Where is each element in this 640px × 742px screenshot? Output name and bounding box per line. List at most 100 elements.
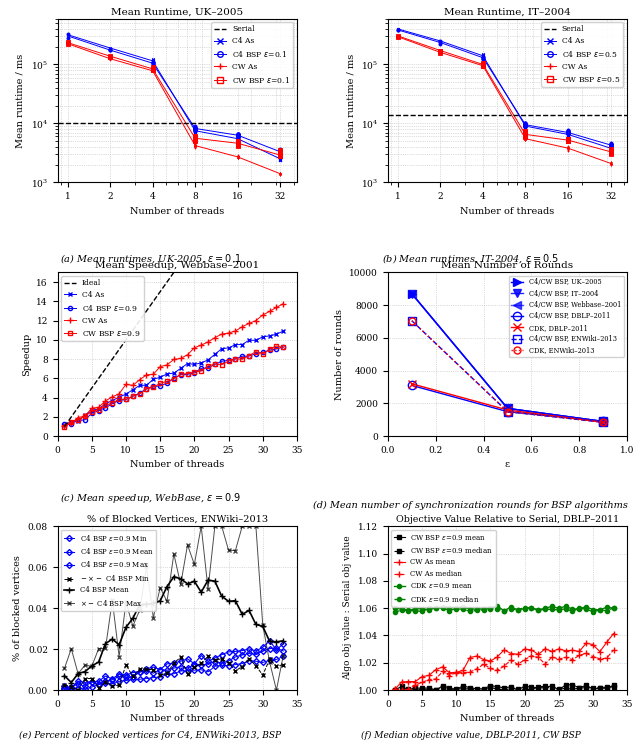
CW BSP $\epsilon$=0.9 [143,384,150,393]
C4 As [225,344,232,352]
Point [232,137,243,149]
C4 BSP $\epsilon$=0.9 Mean [88,677,95,686]
Title: Mean Speedup, Webbase–2001: Mean Speedup, Webbase–2001 [95,261,259,270]
Point [232,133,243,145]
Line: CW BSP $\epsilon$=0.9: CW BSP $\epsilon$=0.9 [62,344,285,430]
CW BSP $\epsilon$=0.9 mean [466,683,474,692]
CDK $\epsilon$=0.9 median [473,606,481,615]
C4 BSP $\epsilon$=0.9 [273,344,280,353]
Point [520,128,531,140]
C4 BSP Mean [280,637,287,646]
CW As [67,418,75,427]
Point [232,152,243,164]
Point [232,139,243,151]
Point [232,137,243,149]
Point [563,144,573,156]
CDK $\epsilon$=0.9 median [521,603,529,612]
C4 BSP $\epsilon$=0.9 Mean [238,651,246,660]
C4 BSP $\epsilon$=0.9 Max [108,674,116,683]
CW BSP $\epsilon$=0.9 median [562,684,570,693]
C4 BSP $\epsilon$=0.9 [184,370,191,379]
Point [563,129,573,141]
C4 BSP Mean [136,600,143,609]
Point [232,152,243,164]
Point [232,152,243,164]
Point [563,141,573,153]
C4 As [245,336,253,345]
C4 BSP Mean [67,678,75,687]
Point [148,65,158,76]
C4 BSP $\epsilon$=0.9 [102,404,109,413]
Point [105,45,115,56]
Point [520,119,531,131]
CDK $\epsilon$=0.9 median [541,605,549,614]
X-axis label: Number of threads: Number of threads [130,461,225,470]
Point [190,122,200,134]
Line: CW BSP $\epsilon$=0.9 median: CW BSP $\epsilon$=0.9 median [392,684,616,692]
Point [605,139,616,151]
C4 BSP $\epsilon$=0.9 Min [184,666,191,675]
C4/CW BSP, DBLP–2011 [600,417,607,426]
Point [605,158,616,170]
CDK $\epsilon$=0.9 median [603,606,611,615]
CW BSP $\epsilon$=0.9 [238,355,246,364]
Point [393,30,403,42]
CW BSP $\epsilon$=0.9 [232,355,239,364]
Ideal [143,306,150,315]
Point [190,125,200,137]
CW BSP $\epsilon$=0.9 mean [418,684,426,693]
$\times-$ C4 BSP Max [156,583,164,592]
Y-axis label: Mean runtime / ms: Mean runtime / ms [16,53,25,148]
CDK $\epsilon$=0.9 median [404,606,412,615]
Point [393,24,403,36]
CW As mean [569,646,577,654]
CDK $\epsilon$=0.9 mean [541,604,549,613]
Point [520,117,531,129]
CDK $\epsilon$=0.9 median [397,605,405,614]
Point [275,152,285,164]
Point [520,133,531,145]
Point [520,133,531,145]
C4 BSP $\epsilon$=0.9 Mean [211,657,219,666]
Point [190,131,200,143]
Point [605,157,616,169]
Point [275,148,285,160]
Point [520,119,531,131]
Point [232,151,243,162]
Point [605,145,616,157]
CW BSP $\epsilon$=0.9 median [480,686,488,695]
$-\times-$ C4 BSP Min [266,655,273,664]
Point [605,139,616,151]
CDK $\epsilon$=0.9 mean [432,603,440,612]
C4 BSP $\epsilon$=0.9 Mean [95,680,102,689]
Point [190,137,200,149]
C4/CW BSP, Webbase–2001 [600,417,607,426]
CW BSP $\epsilon$=0.9 mean [562,680,570,689]
Point [520,133,531,145]
CW As mean [480,655,488,664]
Ideal [197,229,205,238]
CW As median [439,667,447,676]
Point [563,128,573,139]
$-\times-$ C4 BSP Min [238,662,246,671]
Point [105,45,115,56]
Point [190,125,200,137]
Point [605,145,616,157]
C4 BSP $\epsilon$=0.9 Min [177,666,184,675]
CW As median [521,655,529,664]
Point [190,133,200,145]
Ideal [129,326,137,335]
CW BSP $\epsilon$=0.9 [136,390,143,398]
C4 BSP $\epsilon$=0.9 Min [136,675,143,684]
$\times-$ C4 BSP Max [143,562,150,571]
Point [563,143,573,155]
Point [275,152,285,164]
Point [190,131,200,142]
C4 BSP $\epsilon$=0.9 Mean [197,660,205,669]
CW BSP $\epsilon$=0.9 median [391,686,399,695]
CW As mean [589,640,597,649]
Point [563,134,573,145]
C4 BSP $\epsilon$=0.9 Max [211,654,219,663]
Point [563,126,573,138]
Point [190,142,200,154]
